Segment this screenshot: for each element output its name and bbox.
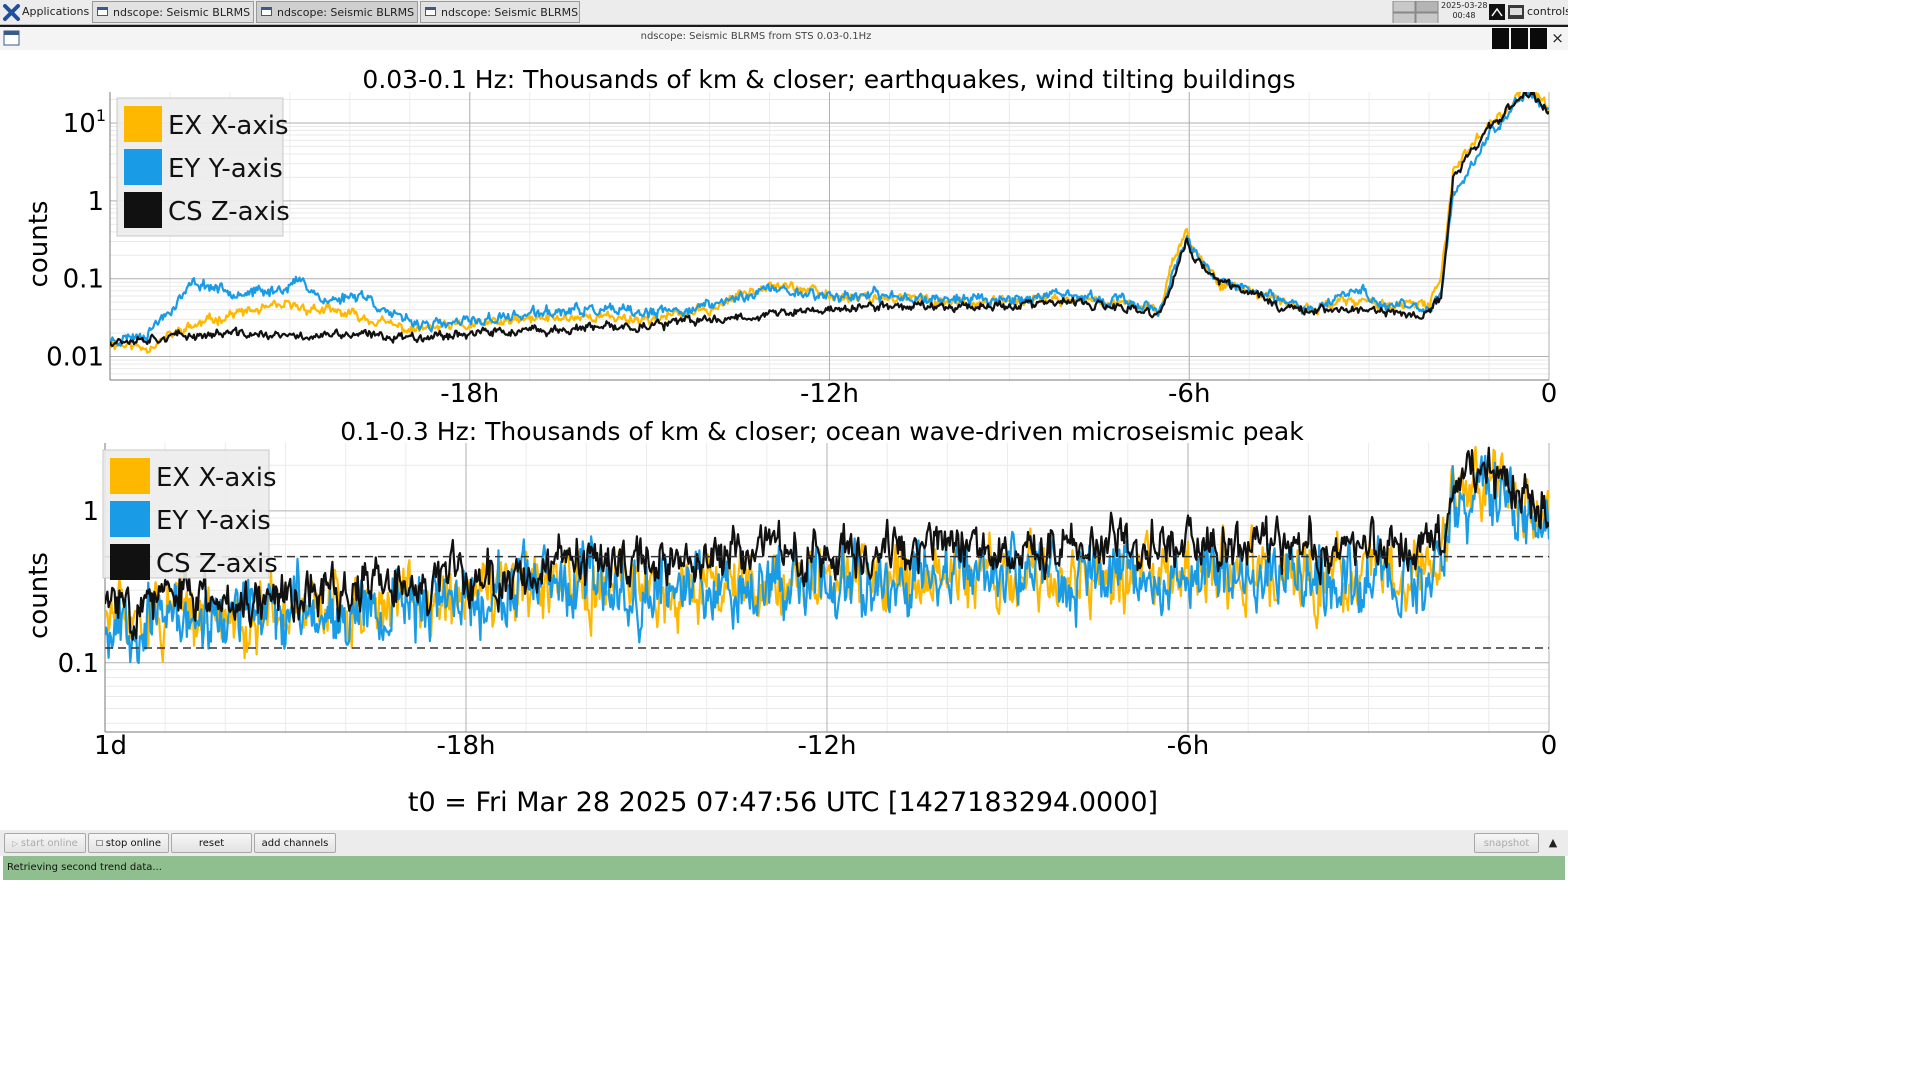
play-icon: ▷ (12, 839, 21, 848)
x-tick-label: -18h (440, 379, 499, 409)
network-tray[interactable] (1488, 1, 1506, 23)
x-tick-label: 0 (1541, 379, 1558, 409)
window-icon (425, 7, 436, 16)
taskbar: Applications ndscope: Seismic BLRMS f...… (0, 0, 1568, 25)
legend-label: CS Z-axis (156, 549, 278, 579)
taskbar-window-label: ndscope: Seismic BLRMS f... (441, 6, 580, 19)
taskbar-window-2[interactable]: ndscope: Seismic BLRMS f... (256, 1, 418, 23)
y-tick-label: 1 (82, 497, 99, 527)
series-line-3 (105, 446, 1549, 641)
maximize-button[interactable] (1511, 28, 1528, 49)
user-icon (1508, 5, 1524, 19)
y-tick-label: 0.1 (58, 649, 99, 679)
taskbar-window-3[interactable]: ndscope: Seismic BLRMS f... (420, 1, 580, 23)
legend-swatch (124, 149, 162, 185)
network-icon (1489, 4, 1505, 20)
user-name: controls (1527, 5, 1568, 18)
window-icon (97, 7, 108, 16)
series-line-2 (110, 92, 1549, 347)
clock-date: 2025-03-28 (1441, 1, 1487, 10)
x-tick-label: -12h (798, 731, 857, 761)
legend-swatch (124, 192, 162, 228)
legend-label: EY Y-axis (156, 506, 271, 536)
minimize-button[interactable] (1492, 28, 1509, 49)
y-tick-exponent: 1 (96, 106, 106, 125)
legend-swatch (110, 458, 150, 494)
start-online-button[interactable]: ▷ start online (4, 833, 86, 853)
legend-swatch (124, 106, 162, 142)
x-tick-label: -18h (437, 731, 496, 761)
plot-area: 0.01 0.1 1 101 -18h -12h -6h 0 counts EX X-axis EY… (4, 50, 1568, 830)
applications-menu[interactable]: Applications (0, 1, 90, 23)
legend-label: EX X-axis (156, 463, 277, 493)
x-tick-label: -6h (1167, 731, 1209, 761)
stop-online-label: stop online (105, 838, 161, 849)
y-tick-label: 101 (63, 106, 106, 139)
taskbar-window-1[interactable]: ndscope: Seismic BLRMS f... (92, 1, 254, 23)
y-tick-label: 0.01 (46, 343, 104, 373)
x-tick-label: 0 (1541, 731, 1558, 761)
legend-swatch (110, 501, 150, 537)
plot-2[interactable]: 0.1 1 1d -18h -12h -6h 0 counts EX X-axis EY Y-ax… (24, 443, 1557, 761)
plot-2-title: 0.1-0.3 Hz: Thousands of km & closer; oc… (340, 417, 1304, 446)
stop-icon: ☐ (96, 839, 106, 848)
status-bar: Retrieving second trend data... (3, 856, 1565, 880)
series-line-2 (105, 454, 1549, 665)
window-titlebar[interactable]: ndscope: Seismic BLRMS from STS 0.03-0.1… (0, 25, 1568, 50)
legend-label: CS Z-axis (168, 197, 290, 227)
reset-button[interactable]: reset (171, 833, 252, 853)
window-menu-icon[interactable] (3, 30, 20, 46)
taskbar-window-label: ndscope: Seismic BLRMS f... (277, 6, 418, 19)
user-menu[interactable]: controls (1507, 1, 1568, 23)
x-tick-label: -6h (1168, 379, 1210, 409)
stop-online-button[interactable]: ☐ stop online (88, 833, 169, 853)
applications-label: Applications (22, 5, 90, 18)
add-channels-button[interactable]: add channels (254, 833, 336, 853)
shade-button[interactable] (1530, 28, 1547, 49)
snapshot-button[interactable]: snapshot (1474, 833, 1539, 853)
legend-label: EX X-axis (168, 111, 289, 141)
legend-label: EY Y-axis (168, 154, 283, 184)
window-title: ndscope: Seismic BLRMS from STS 0.03-0.1… (640, 31, 872, 42)
close-button[interactable]: × (1551, 29, 1564, 47)
x-tick-label: 1d (94, 731, 127, 761)
plot-1-title: 0.03-0.1 Hz: Thousands of km & closer; e… (362, 65, 1295, 94)
clock-time: 00:48 (1452, 11, 1476, 20)
clock[interactable]: 2025-03-28 00:48 (1441, 1, 1487, 23)
workspace-switcher[interactable] (1392, 1, 1440, 23)
legend-swatch (110, 544, 150, 580)
y-axis-label: counts (24, 552, 54, 639)
series-line-3 (110, 92, 1549, 348)
workspace-grid-icon (1392, 1, 1439, 23)
taskbar-window-label: ndscope: Seismic BLRMS f... (113, 6, 254, 19)
window-icon (261, 7, 272, 16)
y-tick-label: 0.1 (63, 265, 104, 295)
x-tick-label: -12h (800, 379, 859, 409)
start-online-label: start online (20, 838, 78, 849)
y-axis-label: counts (24, 201, 54, 288)
legend[interactable]: EX X-axis EY Y-axis CS Z-axis (102, 449, 278, 580)
control-bar: ▷ start online ☐ stop online reset add c… (0, 830, 1568, 856)
xfce-logo-icon (3, 4, 20, 21)
t0-label: t0 = Fri Mar 28 2025 07:47:56 UTC [14271… (408, 787, 1158, 818)
legend[interactable]: EX X-axis EY Y-axis CS Z-axis (116, 97, 290, 237)
expand-panel-button[interactable]: ▲ (1548, 836, 1558, 849)
y-tick-label: 1 (87, 187, 104, 217)
